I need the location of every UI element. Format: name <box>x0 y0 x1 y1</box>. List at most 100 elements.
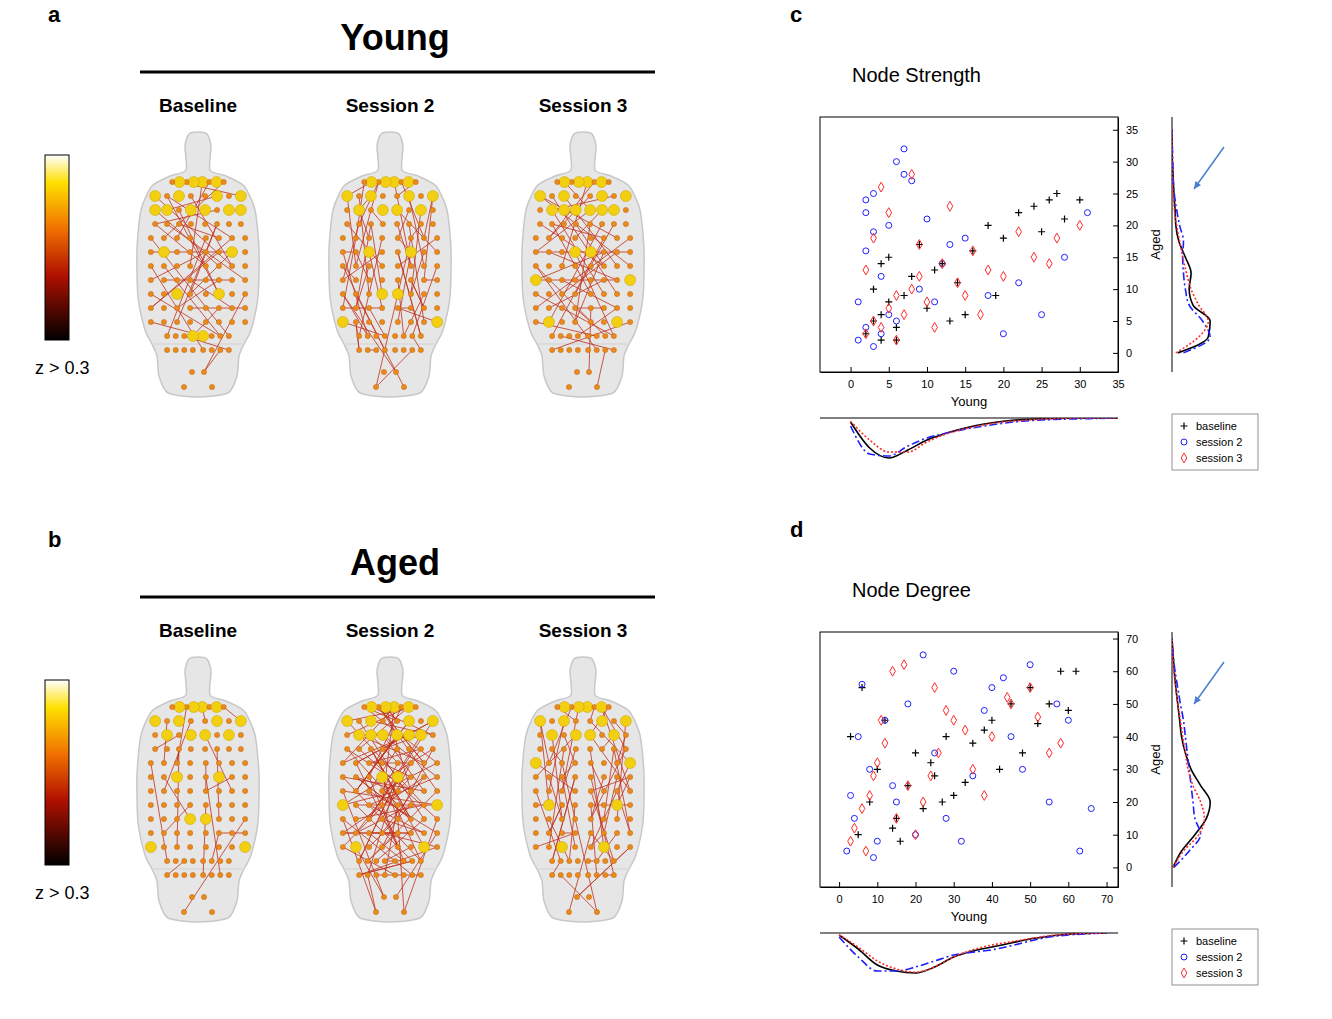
legend-marker <box>1181 439 1187 445</box>
brain-node <box>173 347 178 352</box>
brain-node <box>211 702 222 713</box>
brain-node <box>174 816 179 821</box>
point <box>962 779 969 786</box>
point <box>916 240 922 250</box>
brain-edge <box>591 833 614 861</box>
tick-mark <box>1113 639 1118 640</box>
brain-fissure <box>154 869 242 870</box>
brain-node <box>614 788 619 793</box>
brain-edge <box>164 266 220 336</box>
brain-node <box>603 347 608 352</box>
legend-marker <box>1181 954 1187 960</box>
brain-node <box>353 291 358 296</box>
brain-node <box>408 263 413 268</box>
point <box>871 316 877 326</box>
brain-node <box>181 384 186 389</box>
brain-node <box>345 746 350 751</box>
density-curve <box>851 418 1118 458</box>
brain-node <box>380 319 385 324</box>
brain-node <box>188 718 193 723</box>
brain-node <box>597 205 608 216</box>
brain-node <box>176 221 181 226</box>
tick-label: 5 <box>886 378 892 390</box>
brain-node <box>161 816 166 821</box>
brain-node <box>243 774 248 779</box>
brain-node <box>203 263 208 268</box>
brain-node <box>588 277 593 282</box>
brain-node <box>203 193 208 198</box>
brain-node <box>153 732 158 737</box>
brain-node <box>182 333 187 338</box>
brain-node <box>190 347 195 352</box>
brain-node <box>588 774 593 779</box>
brain-node <box>435 291 440 296</box>
brain-node <box>620 191 631 202</box>
brain-node <box>229 774 234 779</box>
point <box>886 222 892 228</box>
tick-mark <box>954 882 955 887</box>
brain-node <box>165 347 170 352</box>
tick-label: 10 <box>1126 283 1138 295</box>
brain-fissure <box>539 869 627 870</box>
tick-label: 0 <box>1126 347 1132 359</box>
legend-label: baseline <box>1196 420 1237 432</box>
brain-node <box>611 221 616 226</box>
brain-node <box>203 802 208 807</box>
brain-edge <box>549 252 617 280</box>
brain-node <box>404 730 415 741</box>
brain-node <box>354 730 365 741</box>
brain-node <box>366 802 371 807</box>
point <box>1046 748 1052 758</box>
brain-node <box>559 774 564 779</box>
tick-label: 30 <box>1074 378 1086 390</box>
brain-node <box>356 746 361 751</box>
brain-node <box>599 221 604 226</box>
brain-node <box>573 319 578 324</box>
point <box>870 191 876 197</box>
brain-node <box>366 305 371 310</box>
brain-edge <box>577 847 630 897</box>
point <box>890 666 896 676</box>
brain-node <box>628 235 633 240</box>
brain-node <box>212 716 223 727</box>
brain-node <box>235 191 246 202</box>
point <box>882 738 888 748</box>
tick-mark <box>1113 194 1118 195</box>
brain-edge <box>151 252 206 280</box>
brain-node <box>596 702 607 713</box>
brain-edge <box>151 266 203 350</box>
brain-node <box>430 746 435 751</box>
point <box>847 733 854 740</box>
brain-node <box>164 718 169 723</box>
brain-edge <box>536 294 614 336</box>
brain-node <box>410 333 415 338</box>
brain-node <box>162 205 173 216</box>
point <box>909 169 915 179</box>
brain-edge <box>164 280 232 281</box>
brain-node <box>182 347 187 352</box>
brain-node <box>558 858 563 863</box>
point <box>863 197 869 203</box>
tick-mark <box>1030 882 1031 887</box>
brain-node <box>161 830 166 835</box>
brain-node <box>227 247 238 258</box>
point <box>962 235 968 241</box>
brain-node <box>203 235 208 240</box>
brain-node <box>427 191 438 202</box>
brain-node <box>182 872 187 877</box>
brain-fissure <box>346 344 434 345</box>
brain-node <box>380 221 385 226</box>
brain-node <box>203 291 208 296</box>
brain-node <box>356 193 361 198</box>
point <box>951 715 957 725</box>
tick-label: 25 <box>1126 188 1138 200</box>
tick-mark <box>1113 162 1118 163</box>
brain-node <box>588 718 593 723</box>
tick: 10 <box>921 367 933 390</box>
brain-node <box>393 369 398 374</box>
brain-node <box>380 802 385 807</box>
brain-edge <box>552 210 604 294</box>
brain-edge <box>356 182 379 266</box>
brain-node <box>380 235 385 240</box>
brain-node <box>243 802 248 807</box>
